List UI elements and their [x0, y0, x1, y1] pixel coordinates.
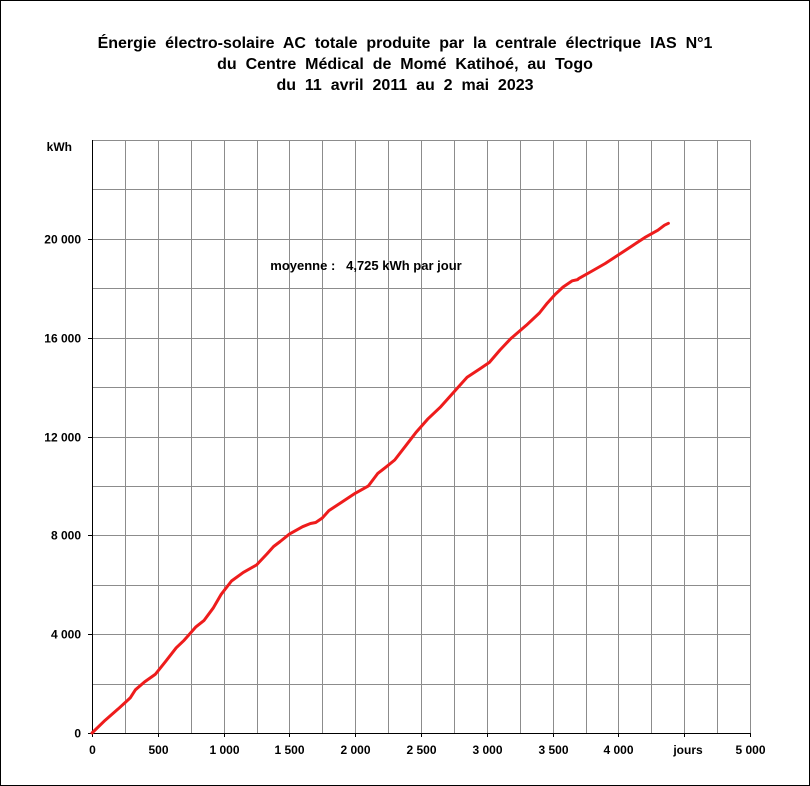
labels: kWh jours moyenne : 4,725 kWh par jour 0… — [44, 140, 766, 757]
x-tick-label: 2 000 — [340, 743, 370, 757]
title-line-3: du 11 avril 2011 au 2 mai 2023 — [276, 77, 534, 94]
title-line-2: du Centre Médical de Momé Katihoé, au To… — [217, 56, 593, 73]
y-tick-label: 0 — [74, 727, 81, 741]
y-tick-label: 4 000 — [51, 628, 81, 642]
grid — [92, 140, 751, 733]
x-tick-label: 3 500 — [538, 743, 568, 757]
x-tick-label: 4 000 — [603, 743, 633, 757]
chart-title: Énergie électro-solaire AC totale produi… — [0, 33, 810, 96]
y-tick-label: 16 000 — [44, 332, 81, 346]
series-layer — [90, 221, 670, 735]
series-line — [90, 221, 670, 735]
y-tick-label: 8 000 — [51, 529, 81, 543]
x-tick-label: 3 000 — [472, 743, 502, 757]
average-annotation: moyenne : 4,725 kWh par jour — [270, 258, 461, 273]
x-tick-label: 1 000 — [209, 743, 239, 757]
title-line-1: Énergie électro-solaire AC totale produi… — [97, 35, 713, 52]
axes — [88, 140, 751, 737]
x-axis-label: jours — [672, 743, 703, 757]
x-tick-label: 1 500 — [274, 743, 304, 757]
y-axis-label: kWh — [47, 140, 72, 154]
x-tick-label: 0 — [89, 743, 96, 757]
y-tick-label: 12 000 — [44, 431, 81, 445]
x-tick-label: 2 500 — [406, 743, 436, 757]
y-tick-label: 20 000 — [44, 233, 81, 247]
x-tick-label: 500 — [148, 743, 168, 757]
x-tick-label: 5 000 — [735, 743, 765, 757]
